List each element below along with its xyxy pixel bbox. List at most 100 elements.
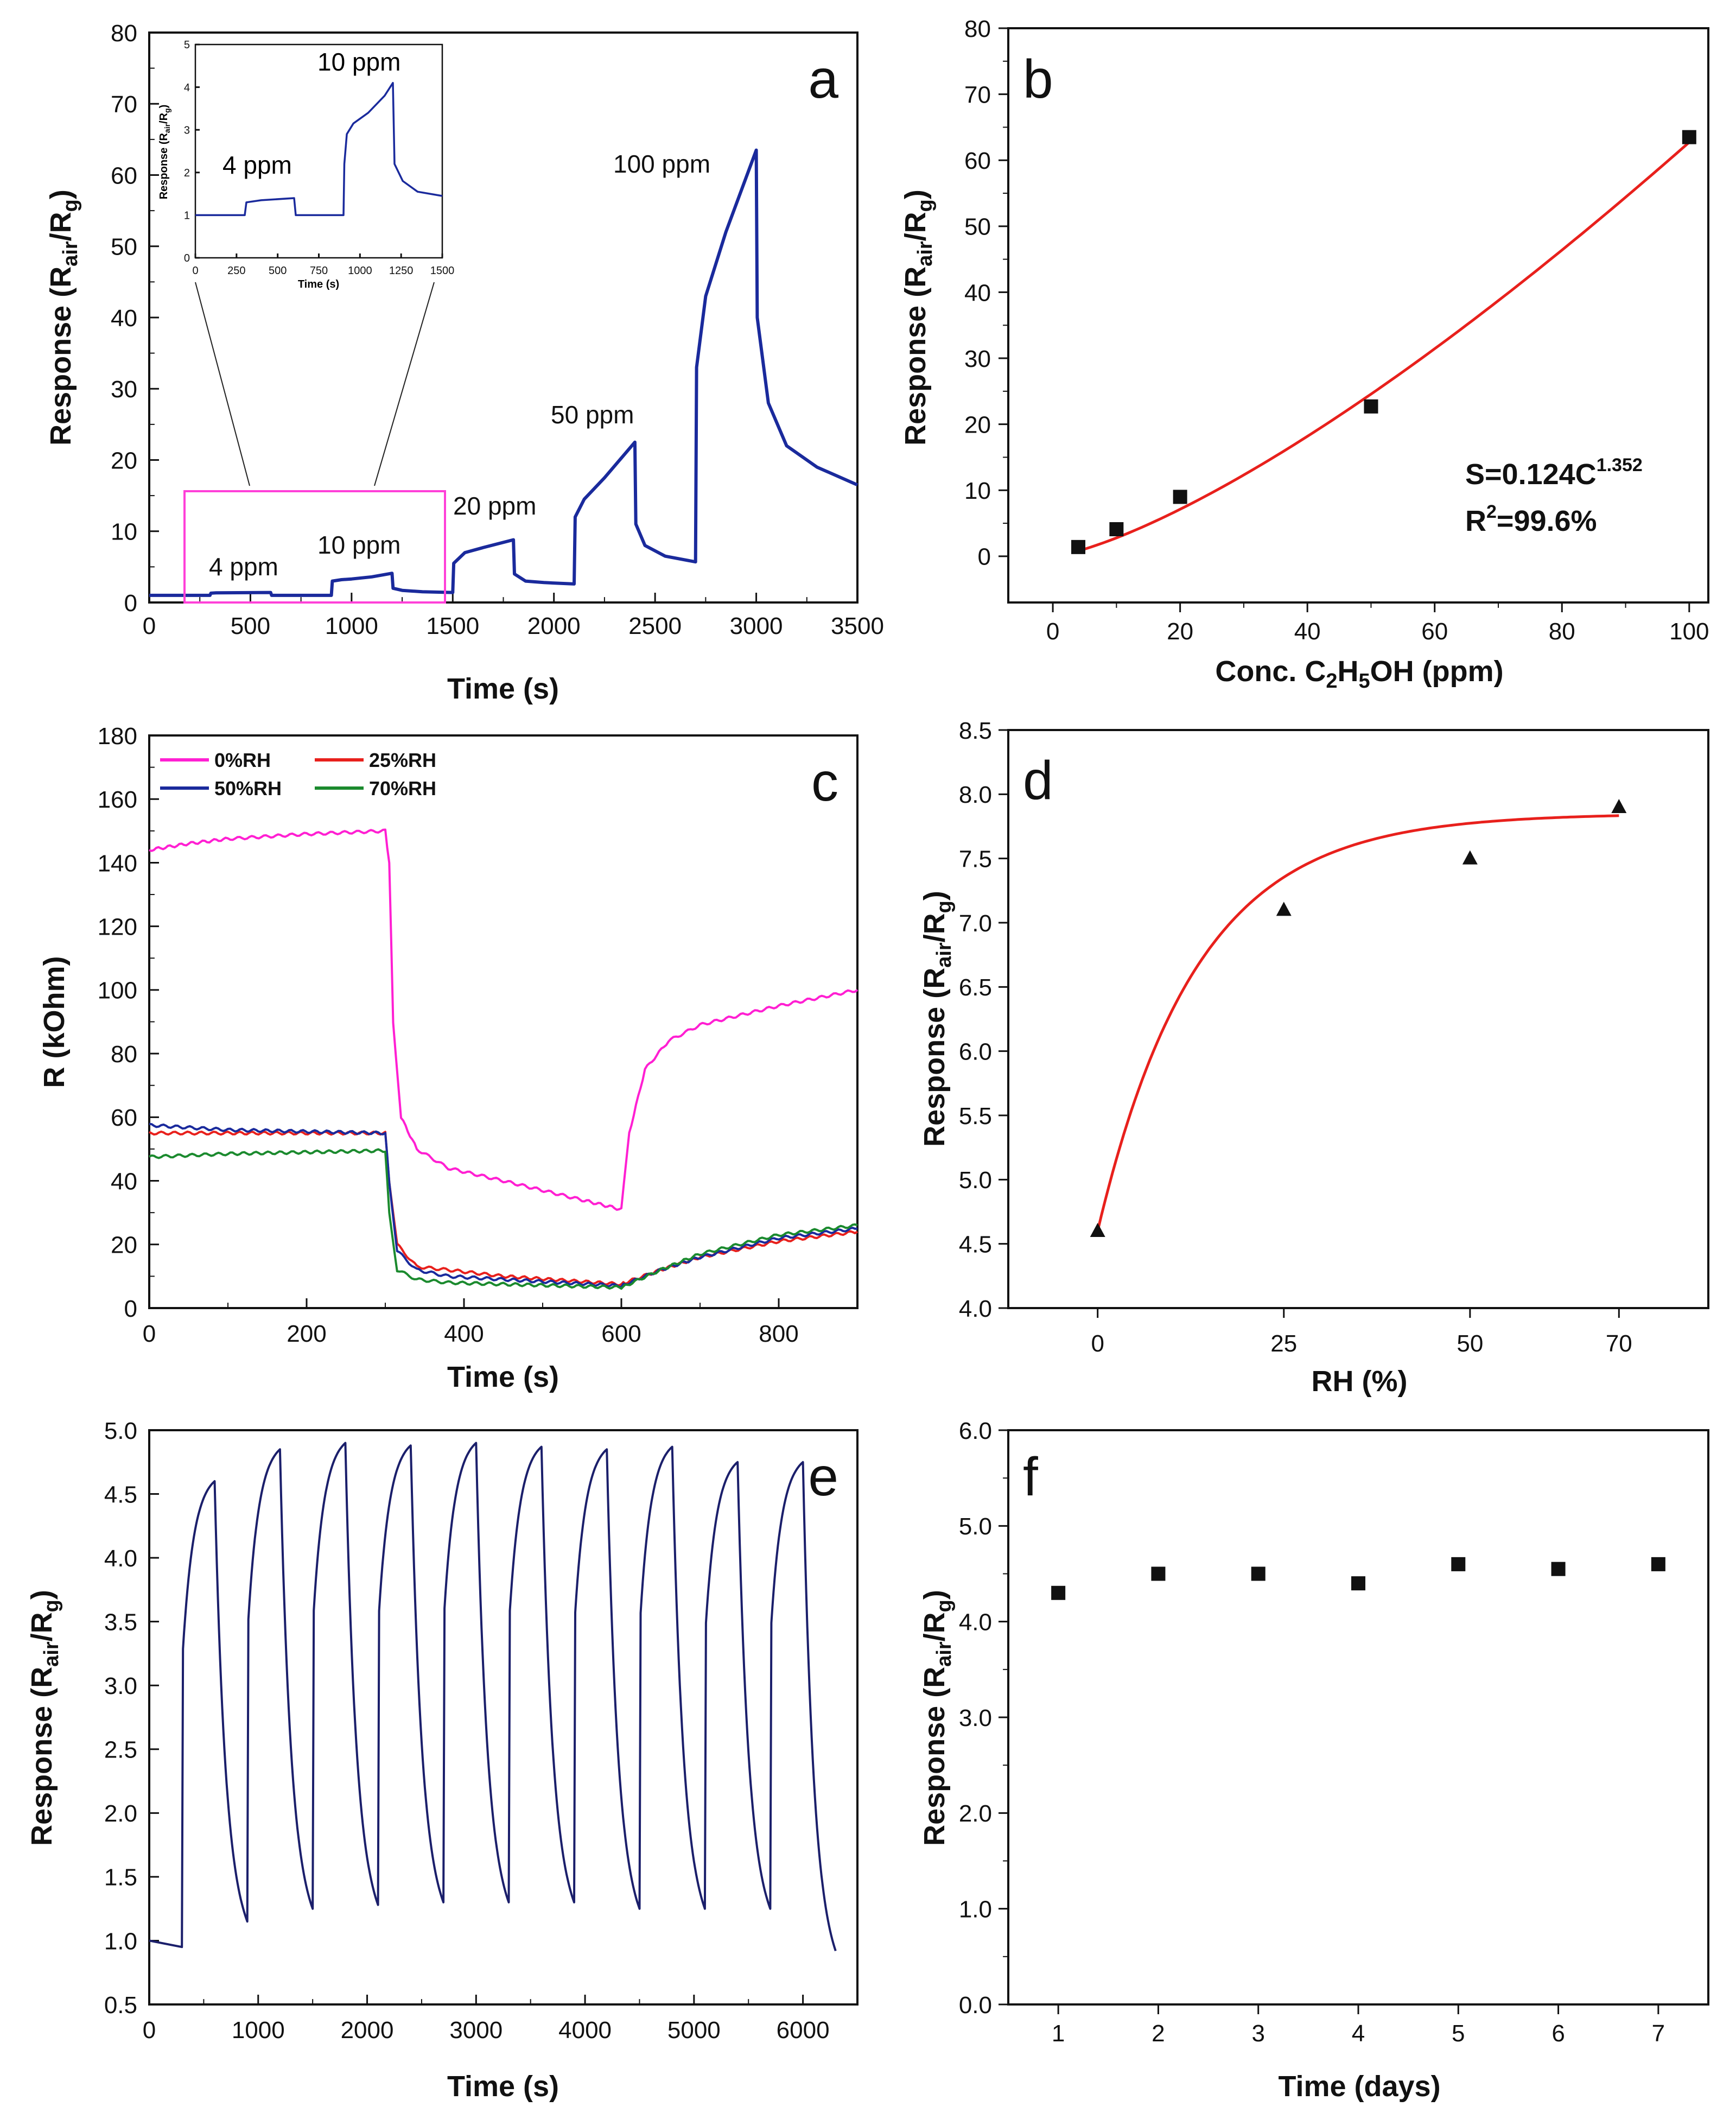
x-tick-label: 3000 (449, 2017, 503, 2044)
x-tick-label: 2000 (527, 613, 581, 639)
x-tick-label: 80 (1549, 618, 1575, 645)
y-tick-label: 6.0 (959, 1039, 992, 1065)
x-tick-label: 5000 (667, 2017, 721, 2044)
y-tick-label: 5 (184, 39, 190, 51)
x-tick-label: 40 (1294, 618, 1321, 645)
y-tick-label: 20 (111, 1232, 137, 1259)
x-tick-label: 4 (1352, 2020, 1365, 2047)
y-tick-label: 2.0 (104, 1800, 137, 1827)
y-tick-label: 30 (964, 346, 991, 372)
x-tick-label: 2000 (341, 2017, 394, 2044)
y-tick-label: 3.5 (104, 1609, 137, 1636)
panel-a-y-tick-labels: 0 10 20 30 40 50 60 70 80 (111, 20, 137, 617)
data-point (1364, 399, 1378, 414)
y-tick-label: 3.0 (104, 1673, 137, 1699)
panel-d-frame (1007, 729, 1709, 1309)
y-tick-label: 2.5 (104, 1737, 137, 1763)
y-tick-label: 40 (964, 280, 991, 306)
series-line-25%RH (148, 1131, 859, 1287)
y-tick-label: 1.0 (104, 1928, 137, 1955)
panel-d-plot-area (1090, 799, 1627, 1237)
series-line-50%RH (149, 1122, 858, 1289)
y-tick-label: 20 (964, 411, 991, 438)
annotation-50ppm: 50 ppm (551, 401, 634, 429)
data-point (1451, 1557, 1466, 1571)
x-tick-label: 0 (192, 265, 198, 277)
data-point (1173, 490, 1187, 504)
annotation-20ppm: 20 ppm (453, 492, 536, 520)
y-tick-label: 50 (111, 234, 137, 261)
panel-d-x-axis-title: RH (%) (1312, 1365, 1408, 1398)
y-tick-label: 140 (98, 850, 137, 877)
y-tick-label: 60 (111, 162, 137, 189)
panel-a-letter: a (808, 49, 838, 110)
panel-d: 0 25 50 70 4.0 4.5 5.0 5.5 6.0 6.5 7.0 7.5 8.0 8.5 d… (918, 718, 1709, 1398)
annotation-10ppm: 10 ppm (317, 531, 400, 559)
data-point (1651, 1557, 1665, 1571)
y-tick-label: 80 (111, 1041, 137, 1068)
y-tick-label: 10 (964, 478, 991, 504)
data-point (1090, 1223, 1105, 1237)
inset-plot-area (195, 81, 443, 217)
inset-x-axis-title: Time (s) (298, 278, 339, 290)
annotation-4ppm: 4 ppm (209, 553, 278, 581)
x-tick-label: 70 (1606, 1330, 1632, 1357)
x-tick-label: 50 (1457, 1330, 1483, 1357)
x-tick-label: 250 (227, 265, 245, 277)
panel-b-ticks (999, 27, 1690, 612)
x-tick-label: 3 (1251, 2020, 1264, 2047)
panel-b-letter: b (1023, 49, 1053, 110)
y-tick-label: 20 (111, 447, 137, 474)
y-tick-label: 180 (98, 723, 137, 750)
legend-label: 0%RH (214, 749, 271, 771)
y-tick-label: 2 (184, 167, 190, 179)
x-tick-label: 1 (1052, 2020, 1065, 2047)
y-tick-label: 7.5 (959, 846, 992, 873)
y-tick-label: 4 (184, 82, 190, 94)
data-point (1251, 1566, 1266, 1581)
y-tick-label: 60 (964, 148, 991, 174)
y-tick-label: 5.0 (959, 1167, 992, 1194)
panel-a-y-axis-title: Response (Rair/Rg) (44, 189, 82, 446)
panel-f-x-axis-title: Time (days) (1278, 2070, 1440, 2103)
panel-c-x-axis-title: Time (s) (447, 1361, 559, 1393)
y-tick-label: 5.0 (959, 1513, 992, 1540)
y-tick-label: 160 (98, 786, 137, 813)
y-tick-label: 1 (184, 210, 190, 222)
inset-frame (194, 43, 443, 259)
panel-b-x-tick-labels: 0 20 40 60 80 100 (1046, 618, 1709, 645)
data-point (1351, 1576, 1365, 1591)
x-tick-label: 500 (269, 265, 287, 277)
x-tick-label: 1500 (426, 613, 479, 639)
y-tick-label: 60 (111, 1105, 137, 1131)
series-line-0%RH (149, 828, 859, 1211)
y-tick-label: 4.5 (959, 1232, 992, 1258)
panel-b: 0 20 40 60 80 100 0 10 20 30 40 50 60 70 80 b Conc. C… (899, 16, 1709, 693)
y-tick-label: 8.5 (959, 718, 992, 744)
panel-e-plot-area (149, 1442, 837, 1951)
legend-label: 50%RH (214, 777, 282, 799)
y-tick-label: 0.5 (104, 1992, 137, 2019)
x-tick-label: 1000 (232, 2017, 285, 2044)
y-tick-label: 3.0 (959, 1705, 992, 1731)
y-tick-label: 8.0 (959, 782, 992, 808)
y-tick-label: 100 (98, 978, 137, 1004)
y-tick-label: 80 (111, 20, 137, 47)
x-tick-label: 3000 (730, 613, 783, 639)
x-tick-label: 400 (444, 1321, 484, 1347)
panel-e-frame (148, 1429, 859, 2006)
y-tick-label: 50 (964, 214, 991, 240)
panel-f-x-tick-labels: 1 2 3 4 5 6 7 (1052, 2020, 1665, 2047)
panel-c: 0 200 400 600 800 0 20 40 60 80 100 120 140 160 180 0… (38, 723, 859, 1393)
x-tick-label: 2 (1152, 2020, 1165, 2047)
series-line-70%RH (149, 1148, 858, 1290)
y-tick-label: 4.0 (959, 1296, 992, 1322)
annotation-100ppm: 100 ppm (613, 150, 710, 178)
panel-c-plot-area (148, 828, 859, 1290)
x-tick-label: 1000 (325, 613, 378, 639)
y-tick-label: 70 (964, 81, 991, 108)
y-tick-label: 4.0 (959, 1609, 992, 1636)
panel-a: 0 500 1000 1500 2000 2500 3000 3500 01020304050… (44, 20, 884, 705)
